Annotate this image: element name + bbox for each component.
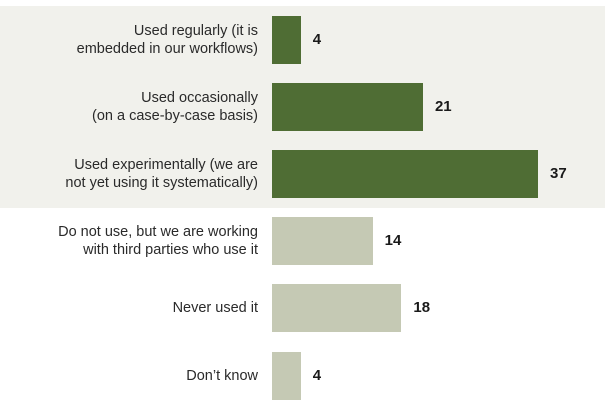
bar-1 (272, 82, 423, 131)
category-label-2: Used experimentally (we are not yet usin… (65, 157, 258, 191)
category-label-5: Don’t know (186, 367, 258, 384)
category-label-3: Do not use, but we are working with thir… (58, 224, 258, 259)
value-label-2: 37 (550, 165, 567, 182)
value-label-4: 18 (413, 299, 431, 317)
value-label-0: 4 (312, 30, 322, 48)
bar-0 (272, 15, 301, 64)
bar-3 (272, 217, 373, 266)
bar-5 (272, 351, 301, 400)
bar-2 (272, 150, 538, 198)
category-label-4: Never used it (172, 300, 258, 317)
category-label-0: Used regularly (it is embedded in our wo… (76, 22, 258, 57)
value-label-5: 4 (312, 366, 322, 384)
value-label-3: 14 (384, 232, 402, 250)
bar-4 (272, 284, 402, 333)
value-label-1: 21 (434, 97, 452, 115)
category-label-1: Used occasionally (on a case-by-case bas… (91, 89, 258, 124)
